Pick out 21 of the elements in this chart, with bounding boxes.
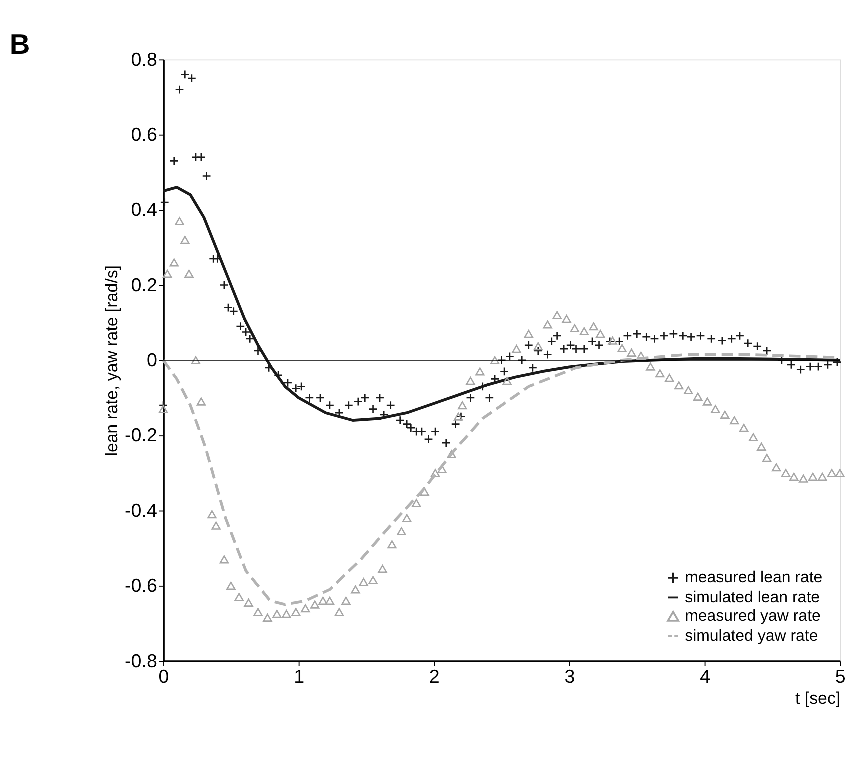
x-tick-label: 3 <box>564 666 576 688</box>
y-tick-label: -0.6 <box>125 575 158 596</box>
legend-label: measured yaw rate <box>685 608 821 626</box>
y-tick-label: -0.2 <box>125 424 158 446</box>
y-tick-label: 0.8 <box>131 48 158 70</box>
y-tick-label: 0.4 <box>131 199 158 220</box>
x-axis-title: t [sec] <box>796 688 841 708</box>
y-tick-label: 0.2 <box>131 274 158 296</box>
x-tick-label: 4 <box>700 666 711 688</box>
y-axis-title: lean rate, yaw rate [rad/s] <box>102 266 122 456</box>
y-tick-label: -0.8 <box>125 650 158 672</box>
y-tick-label: -0.4 <box>125 500 158 521</box>
y-tick-label: 0 <box>146 350 158 371</box>
chart-title: B <box>10 28 30 60</box>
x-tick-label: 5 <box>835 666 846 688</box>
legend-label: simulated lean rate <box>685 589 820 606</box>
x-tick-label: 2 <box>429 666 440 688</box>
legend-label: measured lean rate <box>685 570 823 587</box>
x-tick-label: 1 <box>294 666 305 688</box>
legend-label: simulated yaw rate <box>685 628 818 645</box>
y-tick-label: 0.6 <box>131 124 158 145</box>
